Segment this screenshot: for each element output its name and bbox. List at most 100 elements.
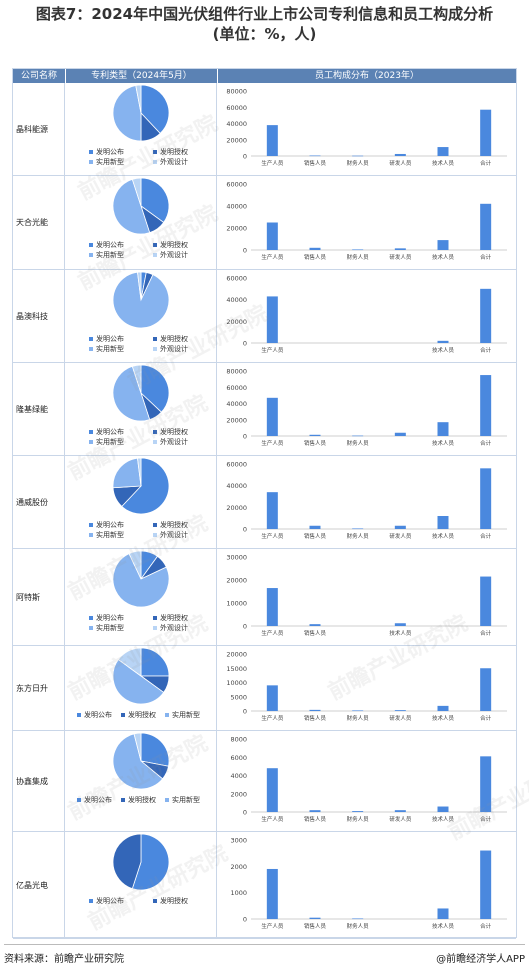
bar [266, 868, 278, 919]
pie-slice [128, 550, 142, 580]
patent-pie-chart [112, 271, 170, 329]
x-tick-label: 财务人员 [347, 815, 370, 823]
x-tick-label: 生产人员 [261, 714, 284, 722]
x-tick-label: 技术人员 [432, 815, 455, 823]
company-cell: 天合光能 [13, 176, 65, 269]
legend-swatch [89, 440, 93, 444]
header-company: 公司名称 [20, 71, 57, 81]
pie-legend-item: 实用新型 [89, 344, 124, 354]
x-tick-label: 财务人员 [347, 439, 370, 447]
y-tick-label: 0 [243, 809, 247, 817]
table-row: 天合光能 发明公布 发明授权 实用新型 外观设计 0 20000 40000 60000 生产人员… [13, 176, 516, 270]
pie-legend-item: 发明公布 [77, 795, 112, 805]
legend-label: 发明授权 [160, 521, 188, 529]
bar [394, 623, 406, 626]
staff-bar-cell: 0 10000 20000 30000 生产人员 销售人员 技术人员 合计 [217, 549, 516, 645]
bar [352, 811, 364, 812]
y-tick-label: 20000 [226, 136, 247, 144]
bar [437, 147, 449, 156]
y-tick-label: 80000 [226, 368, 247, 376]
staff-bar-chart: 0 20000 40000 60000 80000 生产人员 销售人员 财务人员 研发人员 技术人… [226, 88, 507, 167]
y-tick-label: 60000 [226, 181, 247, 189]
patent-pie-cell: 发明公布 发明授权 实用新型 [65, 731, 217, 831]
legend-label: 发明公布 [96, 521, 124, 529]
pie-legend-item: 实用新型 [89, 530, 124, 540]
legend-label: 实用新型 [172, 796, 200, 804]
y-tick-label: 6000 [230, 754, 247, 762]
legend-swatch [89, 430, 93, 434]
x-tick-label: 研发人员 [389, 253, 412, 261]
pie-slice [140, 84, 170, 134]
header-staff-distribution: 员工构成分布（2023年） [217, 69, 516, 83]
pie-legend-item: 发明授权 [121, 795, 156, 805]
header-patent-type: 专利类型（2024年5月） [65, 69, 217, 83]
legend-swatch [77, 713, 81, 717]
patent-pie-chart [112, 550, 170, 608]
bar [309, 624, 321, 626]
legend-swatch [153, 899, 157, 903]
x-tick-label: 财务人员 [347, 253, 370, 261]
y-tick-label: 0 [243, 340, 247, 348]
legend-swatch [89, 523, 93, 527]
pie-slice [135, 84, 142, 114]
staff-bar-chart: 0 20000 40000 60000 生产人员 销售人员 财务人员 研发人员 技术人员 合计 [226, 181, 507, 261]
patent-pie-cell: 发明公布 发明授权 实用新型 外观设计 [65, 270, 217, 362]
company-cell: 东方日升 [13, 646, 65, 730]
pie-legend-item: 外观设计 [153, 530, 188, 540]
legend-swatch [153, 337, 157, 341]
legend-label: 发明公布 [96, 241, 124, 249]
bar [480, 375, 492, 436]
table-row: 协鑫集成 发明公布 发明授权 实用新型 0 2000 4000 6000 8000 生产人员 销售人… [13, 731, 516, 832]
x-tick-label: 技术人员 [432, 159, 455, 167]
legend-label: 发明公布 [96, 428, 124, 436]
company-name: 晶澳科技 [16, 311, 48, 321]
staff-bar-chart: 0 2000 4000 6000 8000 生产人员 销售人员 财务人员 研发人员 技术人员 合计 [230, 736, 507, 823]
pie-legend-item: 发明公布 [89, 334, 124, 344]
company-name: 阿特斯 [16, 592, 40, 602]
pie-slice [131, 833, 170, 891]
pie-legend-item: 发明公布 [89, 427, 124, 437]
pie-legend-item: 实用新型 [165, 795, 200, 805]
x-tick-label: 研发人员 [389, 714, 412, 722]
legend-swatch [89, 626, 93, 630]
pie-slice [112, 833, 142, 890]
pie-legend-item: 外观设计 [153, 623, 188, 633]
bar [266, 222, 278, 250]
bar [480, 109, 492, 156]
pie-legend-item: 发明授权 [153, 427, 188, 437]
staff-bar-cell: 0 20000 40000 60000 生产人员 销售人员 财务人员 研发人员 技术人员 合计 [217, 456, 516, 548]
x-tick-label: 生产人员 [261, 815, 284, 823]
pie-legend-item: 发明公布 [89, 147, 124, 157]
legend-label: 实用新型 [96, 251, 124, 259]
y-tick-label: 30000 [226, 554, 247, 562]
legend-label: 外观设计 [160, 624, 188, 632]
pie-legend-item: 实用新型 [89, 250, 124, 260]
pie-slice [137, 457, 142, 487]
y-tick-label: 5000 [230, 693, 247, 701]
legend-label: 发明授权 [160, 614, 188, 622]
y-tick-label: 15000 [226, 665, 247, 673]
pie-legend-item: 发明公布 [89, 240, 124, 250]
y-tick-label: 60000 [226, 461, 247, 469]
staff-bar-chart: 0 20000 40000 60000 生产人员 销售人员 财务人员 研发人员 技术人员 合计 [226, 461, 507, 540]
bar [437, 705, 449, 711]
footer: 资料来源：前瞻产业研究院 @前瞻经济学人APP [4, 950, 525, 966]
patent-pie-chart [112, 457, 170, 515]
legend-swatch [153, 533, 157, 537]
bar [352, 528, 364, 530]
table-row: 隆基绿能 发明公布 发明授权 实用新型 外观设计 0 20000 40000 60000 8000… [13, 363, 516, 456]
pie-legend-item: 外观设计 [153, 157, 188, 167]
x-tick-label: 销售人员 [304, 159, 327, 167]
bar [437, 806, 449, 812]
pie-legend-item: 发明授权 [121, 710, 156, 720]
x-tick-label: 合计 [480, 629, 492, 637]
table-row: 亿晶光电 发明公布 发明授权 0 1000 2000 3000 生产人员 销售人员 财务人员 技术人… [13, 832, 516, 939]
patent-pie-cell: 发明公布 发明授权 实用新型 外观设计 [65, 83, 217, 175]
company-cell: 协鑫集成 [13, 731, 65, 831]
bar [266, 296, 278, 343]
legend-swatch [89, 533, 93, 537]
title-line-2: (单位：%，人) [212, 25, 317, 43]
pie-legend-item: 发明授权 [153, 896, 188, 906]
x-tick-label: 技术人员 [389, 629, 412, 637]
legend-label: 发明授权 [160, 148, 188, 156]
